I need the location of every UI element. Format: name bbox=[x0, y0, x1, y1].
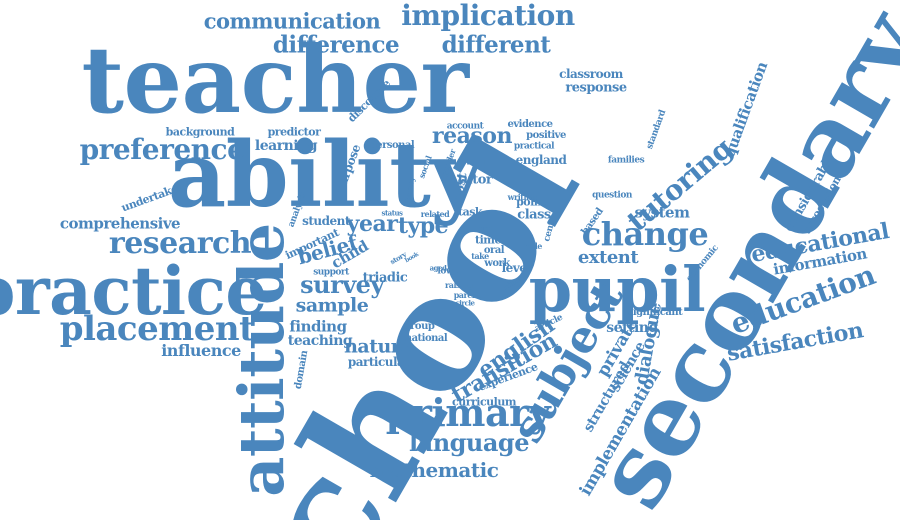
word: england bbox=[515, 153, 567, 167]
word: reason bbox=[432, 123, 512, 149]
word: response bbox=[565, 80, 627, 96]
word: triadic bbox=[362, 270, 408, 286]
word: task bbox=[457, 205, 483, 219]
word: term bbox=[475, 223, 495, 233]
word: work bbox=[484, 258, 510, 269]
word: language bbox=[409, 428, 529, 457]
word: significant bbox=[627, 307, 683, 318]
word: research bbox=[108, 226, 252, 261]
word: survey bbox=[300, 270, 384, 299]
word: oral bbox=[483, 245, 505, 256]
word: classroom bbox=[559, 67, 623, 81]
word: evidence bbox=[507, 119, 553, 130]
word: placement bbox=[59, 309, 255, 349]
word: change bbox=[581, 215, 709, 253]
word: implication bbox=[401, 0, 575, 32]
word: lower bbox=[437, 266, 463, 277]
word: type bbox=[397, 213, 449, 239]
word: setting bbox=[606, 320, 658, 336]
word: class bbox=[517, 207, 551, 223]
word: comprehensive bbox=[59, 214, 181, 233]
word: question bbox=[592, 190, 632, 201]
word: support bbox=[313, 267, 349, 278]
word: system bbox=[634, 203, 690, 222]
word: particular bbox=[347, 355, 411, 369]
word: status bbox=[381, 208, 403, 218]
word: influence bbox=[161, 341, 241, 360]
word: level bbox=[501, 261, 531, 275]
word: account bbox=[446, 121, 484, 132]
word: time bbox=[475, 233, 501, 247]
word: communication bbox=[203, 8, 381, 34]
word: primary bbox=[385, 390, 551, 435]
word: attitude bbox=[225, 223, 298, 497]
word: year bbox=[346, 211, 398, 237]
word: circle bbox=[455, 298, 475, 308]
word: group bbox=[403, 321, 435, 332]
word: background bbox=[165, 125, 235, 139]
word: predictor bbox=[267, 125, 321, 139]
word: student bbox=[302, 214, 350, 228]
word: sample bbox=[295, 294, 369, 317]
word: role bbox=[526, 241, 542, 251]
word: practical bbox=[513, 141, 555, 152]
word: personal bbox=[369, 140, 415, 151]
word: curriculum bbox=[452, 395, 516, 409]
word: practice bbox=[0, 252, 267, 330]
word: difference bbox=[272, 31, 400, 59]
word: standard bbox=[644, 108, 669, 151]
word: different bbox=[441, 31, 551, 59]
word: learning bbox=[254, 138, 318, 154]
word: pupil bbox=[528, 253, 706, 326]
word: tutor bbox=[457, 172, 493, 188]
word: teacher bbox=[81, 26, 469, 134]
word: aged bbox=[429, 263, 447, 273]
word: parent bbox=[453, 290, 481, 300]
word: related bbox=[420, 209, 450, 219]
word: ability bbox=[167, 122, 483, 228]
word: writing bbox=[507, 192, 537, 202]
word: finding bbox=[289, 317, 347, 336]
word: mathematic bbox=[369, 458, 499, 482]
word: extent bbox=[577, 247, 639, 268]
word: take bbox=[471, 251, 489, 261]
word: positive bbox=[526, 130, 566, 141]
word: nature bbox=[344, 335, 412, 358]
word: national bbox=[404, 333, 448, 344]
word: raising bbox=[445, 280, 473, 290]
word: point bbox=[516, 195, 546, 209]
word: teaching bbox=[287, 333, 353, 349]
word: families bbox=[607, 155, 645, 166]
word: preference bbox=[79, 133, 245, 166]
